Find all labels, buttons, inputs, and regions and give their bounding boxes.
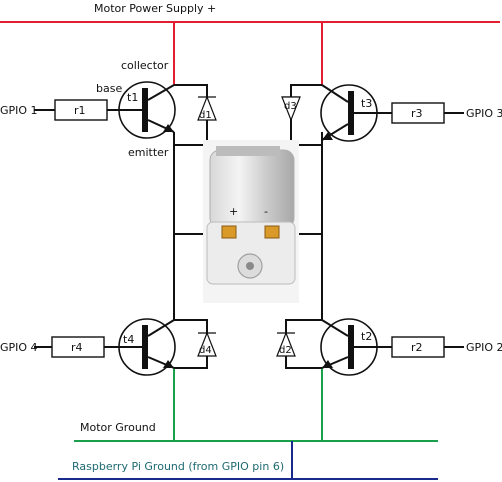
transistor-t2-label: t2 [361,330,372,343]
emitter-label: emitter [128,146,169,159]
gpio2-label: GPIO 2 [466,341,502,354]
transistor-t4-label: t4 [123,333,134,346]
resistor-r3-label: r3 [411,107,423,120]
d4-loop [174,319,208,369]
gpio1-label: GPIO 1 [0,104,38,117]
resistor-r2-label: r2 [411,341,423,354]
diode-d2: d2 [276,331,296,357]
motor-ground-label: Motor Ground [80,421,156,434]
base-label: base [96,82,122,95]
transistor-t3-label: t3 [361,97,372,110]
diode-d3: d3 [281,96,301,122]
d2-loop [285,319,322,369]
motor-power-label: Motor Power Supply + [94,2,216,15]
pi-ground-label: Raspberry Pi Ground (from GPIO pin 6) [72,460,284,473]
resistor-r1-label: r1 [74,104,86,117]
gpio3-branch: GPIO 3 r3 [354,102,502,124]
transistor-t1: t1 [118,81,176,139]
diode-d2-label: d2 [279,345,292,356]
d3-loop [290,84,322,146]
gpio4-label: GPIO 4 [0,341,38,354]
gpio2-branch: GPIO 2 r2 [354,336,502,358]
diode-d4: d4 [197,331,217,357]
gpio1-branch: GPIO 1 r1 [0,99,142,121]
transistor-t2: t2 [320,318,378,376]
diode-d1-label: d1 [199,110,212,121]
transistor-t1-label: t1 [127,91,138,104]
motor-plus-label: + [229,205,238,218]
diode-d4-label: d4 [199,345,212,356]
transistor-t3: t3 [320,84,378,142]
resistor-r4-label: r4 [71,341,83,354]
motor-minus-label: - [264,205,268,218]
diode-d3-label: d3 [284,101,297,112]
motor-image: + - [203,140,299,303]
diode-d1: d1 [197,95,217,121]
gpio4-branch: GPIO 4 r4 [0,336,142,358]
collector-label: collector [121,59,169,72]
gpio3-label: GPIO 3 [466,107,502,120]
